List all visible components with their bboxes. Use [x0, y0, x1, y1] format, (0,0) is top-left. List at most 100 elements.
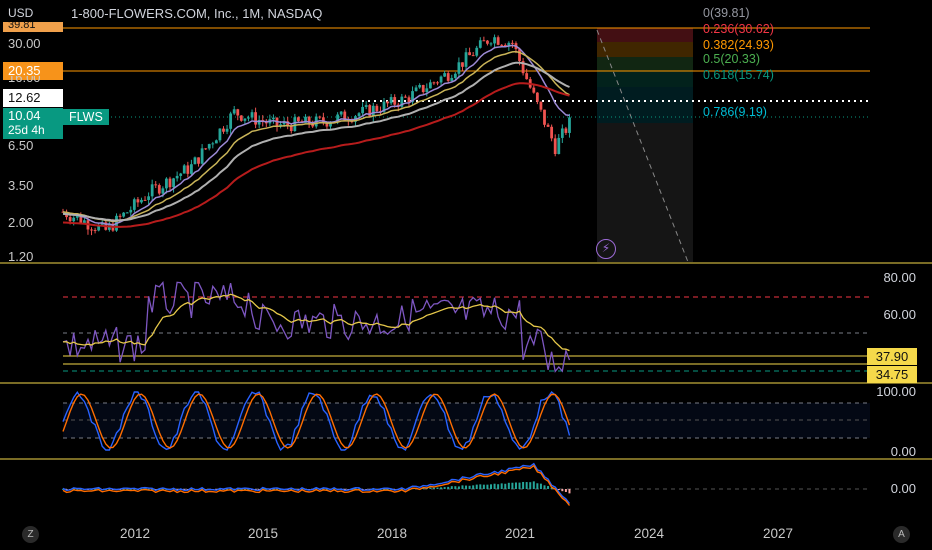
candle-body [90, 229, 93, 231]
candle-body [122, 212, 126, 217]
candle-body [404, 96, 407, 98]
candle-body [482, 40, 486, 42]
candle-body [560, 128, 564, 138]
macd-hist-bar [543, 485, 546, 489]
candle-body [418, 85, 422, 88]
macd-hist-bar [422, 487, 425, 489]
macd-hist-bar [176, 489, 179, 490]
macd-hist-bar [568, 489, 571, 494]
ema-long-line [62, 61, 570, 222]
candle-body [257, 119, 261, 125]
candle-body [161, 188, 165, 194]
candle-body [318, 116, 322, 118]
candle-body [68, 217, 72, 222]
candle-body [532, 87, 536, 93]
candle-body [254, 112, 257, 125]
macd-hist-bar [564, 489, 567, 492]
candle-body [443, 73, 447, 77]
price-badge-orange[interactable]: 20.35 [3, 62, 63, 80]
macd-hist-bar [511, 482, 514, 489]
ticker-badge[interactable]: FLWS [63, 109, 109, 125]
rsi-line [62, 280, 571, 373]
rsi-value: 34.75 [867, 366, 917, 383]
candle-body [525, 73, 529, 80]
candle-body [336, 114, 340, 122]
candle-body [129, 209, 133, 213]
candle-body [182, 165, 186, 174]
candle-body [175, 175, 179, 179]
macd-hist-bar [529, 482, 532, 489]
macd-hist-bar [258, 489, 261, 490]
macd-hist-bar [447, 486, 450, 489]
candle-body [132, 199, 136, 210]
candle-body [218, 128, 222, 141]
candle-body [140, 199, 143, 203]
candle-body [518, 49, 521, 62]
macd-hist-bar [436, 487, 439, 489]
macd-hist-bar [497, 484, 500, 489]
macd-hist-bar [514, 482, 517, 489]
macd-hist-bar [154, 489, 157, 490]
candle-body [543, 109, 546, 125]
price-badge-current[interactable]: 10.04 25d 4h [3, 108, 63, 139]
macd-hist-bar [325, 488, 328, 490]
candle-body [521, 61, 525, 74]
auto-scale-toggle[interactable]: A [893, 526, 910, 543]
candle-body [564, 128, 568, 133]
candle-body [468, 52, 471, 56]
rsi-ma-value: 37.90 [867, 348, 917, 365]
macd-hist-bar [482, 484, 485, 489]
axis-3-5: 3.50 [8, 178, 34, 193]
candle-body [222, 128, 225, 132]
macd-hist-bar [372, 488, 375, 490]
candle-body [225, 128, 229, 132]
macd-hist-bar [133, 488, 136, 490]
candle-body [93, 229, 97, 231]
macd-hist-bar [140, 488, 143, 490]
macd-hist-bar [432, 487, 435, 489]
macd-hist-bar [108, 488, 111, 490]
stoch-axis-0: 0.00 [890, 444, 916, 459]
candle-body [321, 117, 325, 123]
rsi-axis-60: 60.00 [883, 307, 916, 322]
rsi-ma-line [62, 293, 570, 352]
candle-body [79, 215, 83, 224]
candle-body [250, 112, 254, 118]
candle-body [211, 143, 215, 145]
lightning-icon[interactable]: ⚡ [596, 239, 616, 259]
macd-hist-bar [454, 486, 457, 489]
candle-body [475, 47, 479, 56]
candle-body [147, 196, 150, 200]
macd-hist-bar [518, 482, 521, 489]
rsi-axis-80: 80.00 [883, 270, 916, 285]
ema-200-line [62, 82, 570, 228]
candle-body [157, 185, 161, 194]
macd-hist-bar [172, 488, 175, 490]
zoom-toggle-left[interactable]: Z [22, 526, 39, 543]
candle-body [83, 220, 86, 224]
trend-projection [596, 29, 689, 263]
fib-zone-2 [597, 57, 693, 71]
current-price: 10.04 [8, 108, 41, 123]
macd-hist-bar [539, 483, 542, 489]
candle-body [304, 116, 307, 123]
candle-body [204, 148, 208, 150]
candle-body [503, 44, 507, 47]
macd-hist-bar [76, 488, 79, 490]
candle-body [464, 52, 468, 67]
candle-body [568, 117, 571, 133]
candle-body [236, 109, 240, 116]
candle-body [432, 82, 436, 84]
price-badge-partial: 39.81 [3, 22, 63, 32]
candle-body [193, 157, 197, 165]
macd-hist-bar [536, 483, 539, 489]
fib-0786: 0.786(9.19) [703, 105, 767, 119]
price-badge-white[interactable]: 12.62 [3, 89, 63, 107]
macd-hist-bar [450, 486, 453, 489]
candle-body [229, 113, 233, 129]
candle-body [461, 62, 464, 67]
macd-hist-bar [468, 485, 471, 489]
candle-body [168, 178, 172, 188]
